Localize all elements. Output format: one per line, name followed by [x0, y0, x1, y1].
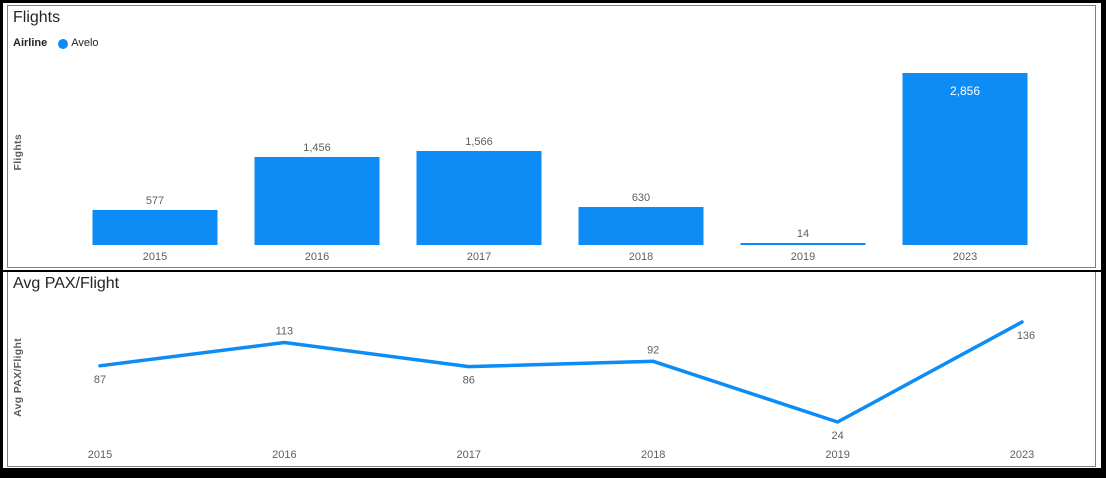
report-content: Flights Airline Avelo Flights 577 2015 1,4…: [3, 3, 1101, 468]
data-point-2017[interactable]: [463, 361, 475, 373]
data-point-2023[interactable]: [1016, 316, 1028, 328]
bar-2018[interactable]: [578, 207, 704, 245]
x-axis-label: 2017: [467, 251, 491, 263]
panel-title-avg-pax: Avg PAX/Flight: [13, 275, 120, 292]
legend-item-avelo[interactable]: Avelo: [58, 37, 99, 50]
point-value-label: 136: [1017, 330, 1035, 342]
bar-2019[interactable]: [740, 243, 866, 245]
panel-title-flights: Flights: [13, 9, 61, 26]
x-axis-label: 2016: [305, 251, 329, 263]
bar-2015[interactable]: [92, 210, 218, 245]
avg-pax-chart-panel: Avg PAX/Flight Avg PAX/Flight 87 2015 113 2…: [7, 272, 1096, 467]
x-axis-label: 2018: [629, 251, 653, 263]
legend-swatch-icon: [58, 38, 69, 49]
data-point-2015[interactable]: [94, 360, 106, 372]
x-axis-label: 2018: [641, 449, 665, 461]
bar-value-label: 2,856: [950, 84, 980, 98]
bar-value-label: 1,566: [465, 136, 493, 148]
avg-pax-line-chart: 87 2015 113 2016 86 2017 92 2018 24 2019 136 2023: [88, 316, 1035, 461]
legend-item-label: Avelo: [71, 37, 99, 49]
bar-value-label: 630: [632, 192, 650, 204]
data-point-2016[interactable]: [278, 337, 290, 349]
bar-value-label: 577: [146, 195, 164, 207]
bar-value-label: 14: [797, 228, 809, 240]
point-value-label: 113: [276, 326, 294, 338]
bar-2016[interactable]: [254, 157, 380, 245]
data-point-2019[interactable]: [832, 416, 844, 428]
x-axis-label: 2016: [272, 449, 296, 461]
x-axis-label: 2017: [457, 449, 481, 461]
line-series-avelo[interactable]: [98, 320, 1024, 424]
x-axis-label: 2023: [1010, 449, 1034, 461]
x-axis-label: 2015: [143, 251, 167, 263]
legend: Airline Avelo: [13, 37, 99, 50]
bar-2023[interactable]: [902, 73, 1028, 245]
x-axis-label: 2015: [88, 449, 112, 461]
x-axis-label: 2019: [825, 449, 849, 461]
x-axis-label: 2019: [791, 251, 815, 263]
flights-bar-chart: 577 2015 1,456 2016 1,566 2017 630 2018 14 2019 2,…: [92, 73, 1028, 263]
point-value-label: 24: [831, 430, 843, 442]
point-value-label: 86: [463, 375, 475, 387]
flights-chart-panel: Flights Airline Avelo Flights 577 2015 1,4…: [7, 5, 1096, 268]
point-value-label: 92: [647, 344, 659, 356]
x-axis-label: 2023: [953, 251, 977, 263]
data-point-2018[interactable]: [647, 355, 659, 367]
bar-2017[interactable]: [416, 151, 542, 245]
legend-field-label: Airline: [13, 37, 48, 49]
panel-divider: [3, 270, 1101, 272]
point-value-label: 87: [94, 374, 106, 386]
bar-value-label: 1,456: [303, 142, 331, 154]
